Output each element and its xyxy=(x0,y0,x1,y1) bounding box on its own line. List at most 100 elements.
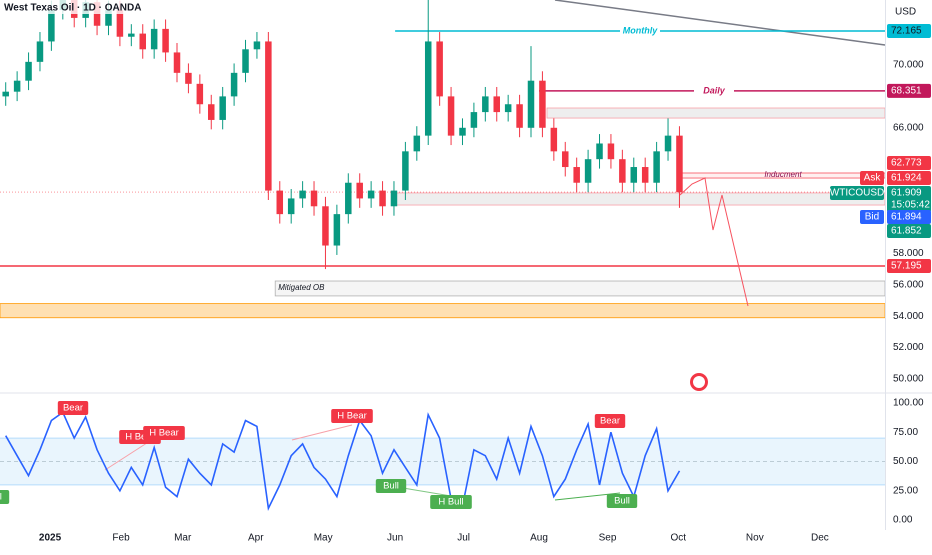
currency: USD xyxy=(895,7,916,18)
x-tick-label: Apr xyxy=(248,533,264,544)
level-label: Monthly xyxy=(623,25,658,35)
price-label-bg xyxy=(887,24,931,39)
countdown: 15:05:42 xyxy=(891,200,930,211)
candle-body xyxy=(504,104,512,113)
candle-body xyxy=(584,159,592,183)
candle-body xyxy=(162,28,169,53)
candle-body xyxy=(379,190,386,207)
candle-body xyxy=(459,127,466,136)
candle-body xyxy=(516,104,523,128)
price-label: 68.351 xyxy=(891,86,922,97)
x-tick-label: Mar xyxy=(174,533,192,544)
candle-body xyxy=(276,190,284,215)
candle-body xyxy=(641,167,649,183)
zone xyxy=(392,192,885,206)
title-bg xyxy=(0,0,130,14)
candle-body xyxy=(653,151,660,183)
x-tick-label: Aug xyxy=(530,533,548,544)
candle-body xyxy=(550,127,558,152)
candle-body xyxy=(242,49,249,73)
flag-icon xyxy=(693,376,705,388)
x-tick-label: Sep xyxy=(599,533,617,544)
quote-tag: Bid xyxy=(865,212,879,223)
candle-body xyxy=(356,182,363,199)
candle-body xyxy=(48,10,55,42)
y-tick-label: 52.000 xyxy=(893,342,924,353)
candle-body xyxy=(196,83,204,105)
candle-body xyxy=(596,143,603,160)
price-label-bg xyxy=(887,259,931,274)
candle-body xyxy=(424,41,432,136)
x-tick-label: Oct xyxy=(671,533,687,544)
candle-body xyxy=(265,41,272,191)
candle-body xyxy=(13,80,21,92)
divergence-line xyxy=(291,424,353,441)
candle-body xyxy=(447,96,455,136)
osc-line xyxy=(5,411,681,512)
signal-bg xyxy=(143,426,185,440)
zone xyxy=(274,280,885,297)
candle-body xyxy=(208,104,215,120)
signal-label: H Bear xyxy=(337,411,367,422)
projection-path xyxy=(679,177,749,307)
signal-bg xyxy=(57,401,89,415)
level-label-bg xyxy=(620,25,660,38)
x-tick-label: Jul xyxy=(457,533,470,544)
y-tick-label: 70.000 xyxy=(893,60,924,71)
signal-label: Bear xyxy=(600,416,620,427)
trend-line xyxy=(554,0,886,46)
signal-bg xyxy=(0,490,10,504)
candle-body xyxy=(310,190,318,207)
signal-label: Bull xyxy=(383,481,399,492)
quote-value: 62.773 xyxy=(891,158,922,169)
zone-label: Mitigated OB xyxy=(278,283,325,292)
candle-body xyxy=(676,135,683,193)
quote-value: 61.894 xyxy=(891,212,922,223)
y-tick-label: 56.000 xyxy=(893,279,924,290)
y-tick-label: 58.000 xyxy=(893,248,924,259)
candle-body xyxy=(299,190,306,199)
quote-bg xyxy=(887,224,931,238)
level-label-bg xyxy=(694,84,734,97)
quote-value: 61.924 xyxy=(891,173,922,184)
signal-label: Bull xyxy=(614,496,630,507)
quote-tag: WTICOUSD xyxy=(830,188,884,199)
x-tick-label: 2025 xyxy=(39,533,62,544)
candle-body xyxy=(470,112,478,128)
quote-tag-bg xyxy=(830,186,884,200)
symbol-title: West Texas Oil · 1D · OANDA xyxy=(4,3,141,14)
candle-body xyxy=(539,80,546,128)
price-label: 72.165 xyxy=(891,26,922,37)
quote-bg xyxy=(887,156,931,170)
osc-tick-label: 50.00 xyxy=(893,456,918,467)
osc-tick-label: 0.00 xyxy=(893,515,913,526)
quote-value: 61.909 xyxy=(891,188,922,199)
divergence-line xyxy=(104,440,151,471)
candle-body xyxy=(105,10,112,26)
signal-label: H Bear xyxy=(125,432,155,443)
zone xyxy=(546,107,885,119)
x-tick-label: Nov xyxy=(746,533,764,544)
candle-body xyxy=(390,190,398,207)
candle-body xyxy=(116,10,124,37)
candle-body xyxy=(413,135,421,152)
price-label-bg xyxy=(887,83,931,98)
candle-body xyxy=(287,198,295,215)
quote-bg xyxy=(887,210,931,224)
quote-value: 61.852 xyxy=(891,226,922,237)
signal-label: Bear xyxy=(63,403,83,414)
signal-bg xyxy=(594,414,626,428)
candle-body xyxy=(619,159,626,183)
signal-label: Bull xyxy=(0,492,2,503)
candle-body xyxy=(253,41,261,50)
signal-label: H Bull xyxy=(438,497,463,508)
candle-body xyxy=(402,151,409,191)
y-tick-label: 66.000 xyxy=(893,122,924,133)
candle-body xyxy=(482,96,489,113)
candle-body xyxy=(230,72,238,97)
candle-body xyxy=(562,151,569,168)
osc-tick-label: 25.00 xyxy=(893,485,918,496)
x-tick-label: Jun xyxy=(387,533,403,544)
candle-body xyxy=(367,190,375,199)
